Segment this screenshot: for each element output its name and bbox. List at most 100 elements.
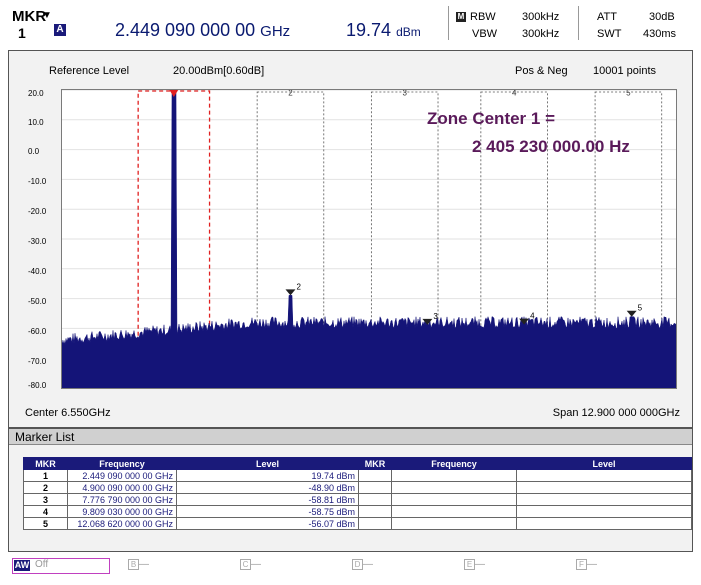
marker-level-cell: -56.07 dBm — [176, 517, 359, 530]
marker-header: MKR ▼ 1 A 2.449 090 000 00 GHz 19.74 dBm… — [0, 0, 701, 46]
marker-label: 5 — [638, 304, 643, 313]
y-tick-label: -30.0 — [28, 237, 47, 246]
marker-label[interactable]: MKR — [12, 8, 47, 25]
marker-2-symbol — [285, 289, 296, 296]
vbw-value[interactable]: 300kHz — [522, 28, 560, 40]
marker-level-cell: -58.75 dBm — [176, 505, 359, 518]
att-label[interactable]: ATT — [597, 11, 617, 23]
trace-b-softkey[interactable]: B — — [128, 559, 149, 570]
marker-level-value: 19.74 — [346, 20, 392, 40]
empty-cell — [391, 505, 517, 518]
empty-cell — [391, 469, 517, 482]
detector-mode: Pos & Neg — [515, 65, 568, 77]
marker-list-panel: Marker List MKR Frequency Level MKR Freq… — [8, 428, 693, 552]
zone-label: 2 — [288, 90, 293, 98]
trace-e-tag: E — [464, 559, 475, 570]
marker-5-symbol — [626, 310, 637, 317]
column-header: MKR — [23, 457, 68, 470]
spectrum-trace — [62, 90, 676, 388]
marker-symbols: 2 3 4 5 — [169, 90, 643, 325]
y-tick-label: -70.0 — [28, 357, 47, 366]
marker-frequency-cell: 7.776 790 000 00 GHz — [67, 493, 177, 506]
trace-d-value: — — [363, 559, 373, 570]
empty-cell — [358, 493, 392, 506]
empty-cell — [358, 517, 392, 530]
swt-label[interactable]: SWT — [597, 28, 622, 40]
y-tick-label: 0.0 — [28, 147, 40, 156]
trace-e-softkey[interactable]: E — — [464, 559, 485, 570]
column-header: Frequency — [391, 457, 517, 470]
trace-a-tag: AW — [14, 560, 30, 571]
marker-frequency-cell: 9.809 030 000 00 GHz — [67, 505, 177, 518]
trace-d-softkey[interactable]: D — — [352, 559, 373, 570]
marker-frequency-unit: GHz — [260, 23, 291, 40]
marker-4-symbol — [519, 318, 530, 325]
rbw-value[interactable]: 300kHz — [522, 11, 560, 23]
trace-c-softkey[interactable]: C — — [240, 559, 261, 570]
span-frequency[interactable]: Span 12.900 000 000GHz — [552, 407, 680, 419]
trace-d-tag: D — [352, 559, 363, 570]
trace-c-value: — — [251, 559, 261, 570]
zone-center-annotation: Zone Center 1 = — [427, 109, 555, 128]
table-row[interactable]: 2 4.900 090 000 00 GHz -48.90 dBm — [23, 481, 692, 494]
marker-label: 4 — [530, 312, 535, 321]
table-row[interactable]: 1 2.449 090 000 00 GHz 19.74 dBm — [23, 469, 692, 482]
y-tick-label: -10.0 — [28, 177, 47, 186]
table-row[interactable]: 3 7.776 790 000 00 GHz -58.81 dBm — [23, 493, 692, 506]
swt-value[interactable]: 430ms — [643, 28, 677, 40]
marker-level-cell: 19.74 dBm — [176, 469, 359, 482]
empty-cell — [516, 517, 692, 530]
vbw-label[interactable]: VBW — [472, 28, 498, 40]
zone-label: 5 — [626, 90, 631, 98]
y-tick-label: -40.0 — [28, 267, 47, 276]
column-header: Level — [176, 457, 359, 470]
marker-frequency-cell: 4.900 090 000 00 GHz — [67, 481, 177, 494]
reference-level-label: Reference Level — [49, 65, 130, 77]
manual-badge: M — [456, 12, 466, 22]
marker-number-cell: 4 — [23, 505, 68, 518]
column-header: MKR — [358, 457, 392, 470]
trace-c-tag: C — [240, 559, 251, 570]
empty-cell — [358, 505, 392, 518]
y-tick-label: -50.0 — [28, 297, 47, 306]
trace-a-softkey[interactable]: AW Off — [12, 558, 110, 574]
table-header-row: MKR Frequency Level MKR Frequency Level — [23, 457, 692, 470]
header-divider — [448, 6, 449, 40]
trace-b-tag: B — [128, 559, 139, 570]
y-tick-label: 20.0 — [28, 89, 44, 98]
marker-1-symbol — [169, 90, 179, 97]
table-row[interactable]: 5 12.068 620 000 00 GHz -56.07 dBm — [23, 517, 692, 530]
empty-cell — [516, 493, 692, 506]
marker-number-cell: 1 — [23, 469, 68, 482]
column-header: Level — [516, 457, 692, 470]
y-tick-label: 10.0 — [28, 118, 44, 127]
spectrum-panel: Reference Level 20.00dBm[0.60dB] Pos & N… — [8, 50, 693, 428]
marker-frequency-cell: 2.449 090 000 00 GHz — [67, 469, 177, 482]
center-frequency[interactable]: Center 6.550GHz — [25, 407, 111, 419]
rbw-label[interactable]: RBW — [470, 11, 496, 23]
trace-a-value: Off — [35, 559, 49, 570]
att-value[interactable]: 30dB — [649, 11, 675, 23]
marker-number: 1 — [18, 25, 26, 41]
table-row[interactable]: 4 9.809 030 000 00 GHz -58.75 dBm — [23, 505, 692, 518]
empty-cell — [391, 493, 517, 506]
empty-cell — [516, 469, 692, 482]
empty-cell — [358, 469, 392, 482]
header-divider — [578, 6, 579, 40]
marker-mode-badge: A — [54, 24, 66, 36]
marker-frequency: 2.449 090 000 00 GHz — [115, 20, 290, 41]
marker-3-symbol — [422, 318, 433, 325]
marker-dropdown-icon[interactable]: ▼ — [42, 10, 52, 21]
marker-number-cell: 2 — [23, 481, 68, 494]
trace-f-softkey[interactable]: F — — [576, 559, 597, 570]
trace-f-value: — — [587, 559, 597, 570]
trace-f-tag: F — [576, 559, 587, 570]
y-tick-label: -60.0 — [28, 327, 47, 336]
marker-level-cell: -48.90 dBm — [176, 481, 359, 494]
reference-level-value[interactable]: 20.00dBm[0.60dB] — [173, 65, 265, 77]
marker-level: 19.74 dBm — [346, 20, 421, 41]
zone-label: 3 — [402, 90, 407, 98]
y-tick-label: -80.0 — [28, 381, 47, 390]
